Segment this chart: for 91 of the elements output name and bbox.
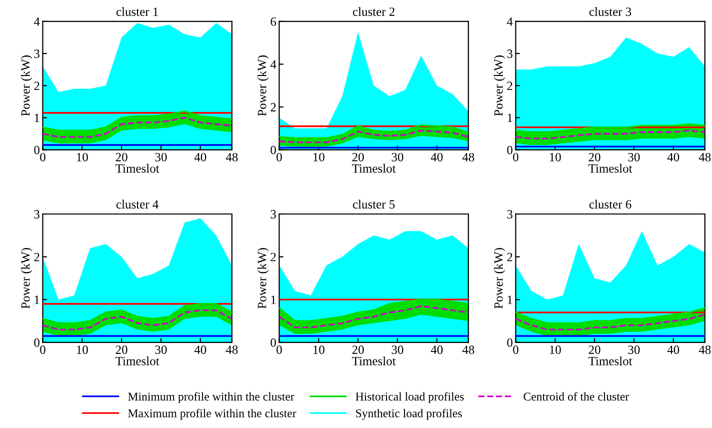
y-tick-label: 3 [507, 210, 512, 218]
x-tick-label: 10 [76, 152, 88, 162]
x-tick-label: 48 [226, 346, 238, 354]
x-axis-title: Timeslot [116, 164, 160, 173]
x-tick-label: 40 [667, 152, 680, 162]
y-tick-label: 2 [34, 252, 40, 262]
x-tick-label: 48 [462, 152, 474, 162]
y-tick-label: 6 [270, 17, 276, 26]
x-tick-label: 40 [194, 152, 206, 162]
x-tick-label: 10 [313, 152, 324, 162]
y-tick-label: 1 [34, 114, 40, 122]
y-tick-label: 3 [34, 210, 40, 218]
y-axis-title: Power (kW) [494, 55, 506, 116]
y-tick-label: 2 [34, 82, 40, 90]
x-tick-label: 0 [40, 152, 46, 162]
y-tick-label: 0 [507, 338, 512, 347]
line-series [516, 130, 705, 140]
legend-label: Maximum profile within the cluster [128, 408, 296, 420]
x-tick-label: 10 [550, 152, 561, 162]
x-tick-label: 40 [667, 346, 680, 354]
chart-title: cluster 1 [116, 7, 158, 16]
y-axis-title: Power (kW) [257, 55, 269, 116]
y-tick-label: 2 [270, 103, 276, 112]
x-tick-label: 20 [352, 152, 364, 162]
x-tick-label: 30 [155, 152, 167, 162]
y-tick-label: 4 [34, 18, 40, 26]
x-tick-label: 30 [628, 346, 640, 354]
chart-title: cluster 5 [352, 200, 395, 209]
y-tick-label: 2 [507, 252, 512, 262]
x-axis-title: Timeslot [588, 164, 632, 173]
y-tick-label: 0 [507, 146, 512, 154]
y-tick-label: 4 [270, 60, 276, 69]
x-tick-label: 40 [430, 152, 443, 162]
y-tick-label: 3 [270, 210, 276, 218]
x-tick-label: 30 [628, 152, 640, 162]
y-tick-label: 0 [34, 338, 40, 347]
x-axis-title: Timeslot [352, 356, 396, 366]
x-tick-label: 40 [194, 346, 206, 354]
x-tick-label: 0 [276, 152, 282, 162]
x-tick-label: 0 [276, 346, 282, 354]
x-tick-label: 30 [392, 152, 404, 162]
y-axis-title: Power (kW) [20, 55, 32, 116]
y-tick-label: 3 [507, 50, 512, 58]
line-series [42, 116, 232, 138]
y-tick-label: 0 [270, 338, 276, 347]
y-tick-label: 1 [508, 114, 512, 122]
x-tick-label: 20 [352, 346, 364, 354]
legend-label: Centroid of the cluster [524, 392, 629, 401]
x-tick-label: 40 [430, 346, 443, 354]
x-tick-label: 48 [698, 152, 711, 162]
x-tick-label: 20 [588, 152, 600, 162]
y-axis-title: Power (kW) [494, 248, 506, 309]
x-tick-label: 48 [698, 346, 711, 354]
x-tick-label: 30 [155, 346, 167, 354]
line-series [42, 309, 232, 330]
y-tick-label: 1 [508, 296, 512, 304]
legend-label: Historical load profiles [356, 392, 464, 403]
line-series [279, 305, 468, 328]
y-tick-label: 1 [34, 296, 40, 304]
y-tick-label: 1 [271, 296, 276, 304]
line-series [516, 314, 705, 330]
y-axis-title: Power (kW) [257, 248, 269, 309]
x-axis-title: Timeslot [352, 164, 396, 173]
x-tick-label: 20 [116, 152, 128, 162]
legend-label: Minimum profile within the cluster [128, 392, 294, 403]
y-tick-label: 2 [270, 252, 276, 262]
chart-title: cluster 3 [589, 7, 632, 16]
x-tick-label: 10 [76, 346, 88, 354]
x-tick-label: 0 [40, 346, 46, 354]
y-tick-label: 0 [34, 146, 40, 154]
y-tick-label: 4 [506, 18, 513, 26]
x-axis-title: Timeslot [588, 356, 632, 366]
chart-title: cluster 2 [352, 7, 394, 16]
x-tick-label: 30 [392, 346, 404, 354]
y-tick-label: 2 [507, 82, 512, 90]
y-axis-title: Power (kW) [20, 248, 32, 309]
chart-title: cluster 4 [116, 200, 158, 209]
x-axis-title: Timeslot [116, 356, 160, 366]
x-tick-label: 0 [513, 346, 518, 354]
line-series [279, 130, 468, 144]
x-tick-label: 0 [513, 152, 518, 162]
legend-label: Synthetic load profiles [356, 408, 462, 420]
x-tick-label: 10 [313, 346, 324, 354]
x-tick-label: 20 [116, 346, 128, 354]
x-tick-label: 10 [550, 346, 561, 354]
x-tick-label: 48 [226, 152, 238, 162]
x-tick-label: 20 [588, 346, 600, 354]
y-tick-label: 0 [270, 146, 276, 154]
x-tick-label: 48 [462, 346, 474, 354]
chart-title: cluster 6 [589, 200, 632, 209]
y-tick-label: 3 [34, 50, 40, 58]
